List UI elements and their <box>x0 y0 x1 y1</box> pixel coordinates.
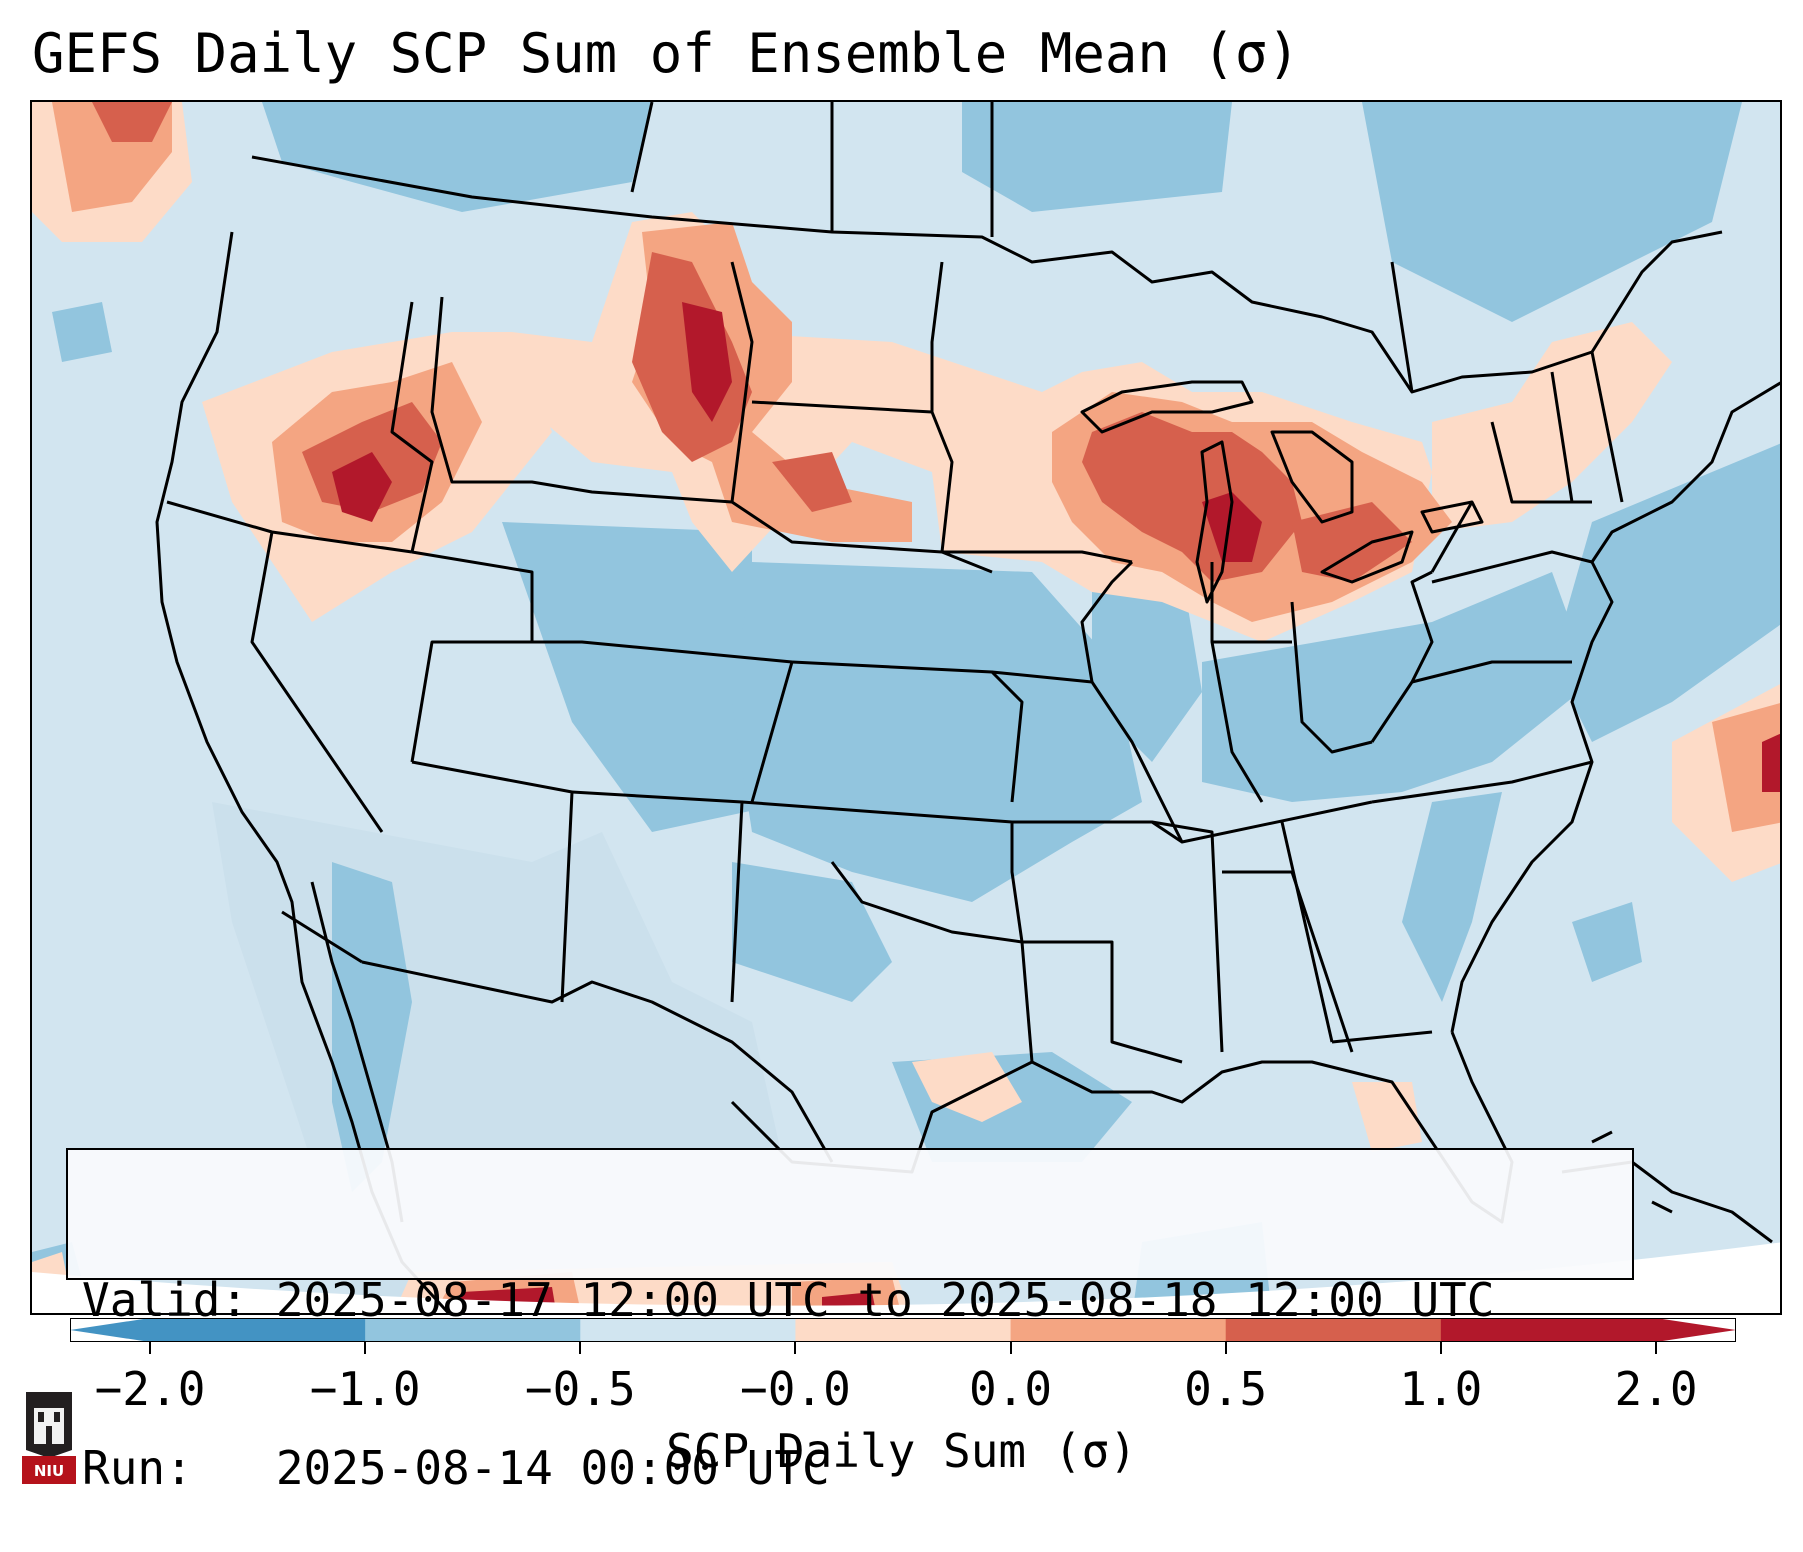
colorbar-label: SCP Daily Sum (σ) <box>666 1424 1137 1478</box>
atlantic-coastline <box>1450 381 1780 1033</box>
colorbar-tick-mark <box>149 1342 151 1354</box>
colorbar-tick-label: −0.5 <box>524 1362 636 1416</box>
colorbar-tick-label: −2.0 <box>94 1362 206 1416</box>
colorbar-tick-label: 0.5 <box>1184 1362 1268 1416</box>
valid-run-infobox: Valid: 2025-08-17 12:00 UTC to 2025-08-1… <box>66 1148 1634 1495</box>
colorbar-tick-mark <box>1439 1342 1442 1354</box>
map-svg <box>32 102 1780 1313</box>
colorbar-border <box>70 1318 1736 1342</box>
colorbar-extend-low <box>70 1318 150 1342</box>
pacific-coastline <box>155 231 451 1313</box>
colorbar-segment <box>1440 1318 1657 1342</box>
colorbar-segment <box>1010 1318 1227 1342</box>
colorbar-tick-label: 2.0 <box>1614 1362 1698 1416</box>
colorbar-tick-mark <box>794 1342 797 1354</box>
colorbar-segment <box>795 1318 1012 1342</box>
colorbar-tick-label: 1.0 <box>1399 1362 1483 1416</box>
colorbar-tick-label: −0.0 <box>740 1362 851 1416</box>
colorbar-tick-mark <box>364 1342 367 1354</box>
colorbar-tick-mark <box>1655 1342 1657 1354</box>
boundaries <box>155 102 1780 1313</box>
domain-edge <box>32 1242 1780 1313</box>
colorbar-segment <box>1225 1318 1442 1342</box>
negative-anomaly-regions <box>32 102 1780 1313</box>
colorbar-tick-label: 0.0 <box>969 1362 1053 1416</box>
lake-superior <box>1080 380 1254 434</box>
colorbar <box>70 1318 1736 1342</box>
niu-logo-text: NIU <box>33 1462 65 1480</box>
colorbar-tick-label: −1.0 <box>309 1362 421 1416</box>
colorbar-segment <box>365 1318 581 1342</box>
mexico-border <box>361 960 834 1163</box>
colorbar-segment <box>580 1318 796 1342</box>
niu-logo: NIU <box>20 1390 78 1486</box>
lake-ontario <box>1420 500 1484 534</box>
colorbar-segment <box>150 1318 366 1342</box>
lake-erie <box>1320 530 1414 584</box>
colorbar-tick-mark <box>1224 1342 1227 1354</box>
colorbar-tick-mark <box>579 1342 582 1354</box>
niu-seal-icon <box>22 1392 76 1484</box>
colorbar-tick-mark <box>1009 1342 1012 1354</box>
run-time-line: Run: 2025-08-14 00:00 UTC <box>82 1441 830 1495</box>
lake-michigan <box>1195 440 1234 604</box>
map-panel <box>30 100 1782 1315</box>
bahamas <box>1591 1130 1673 1214</box>
extreme-positive-cores <box>332 302 1780 1313</box>
colorbar-extend-high <box>1656 1318 1736 1342</box>
map-title: GEFS Daily SCP Sum of Ensemble Mean (σ) <box>32 22 1300 85</box>
lake-huron <box>1270 430 1354 524</box>
